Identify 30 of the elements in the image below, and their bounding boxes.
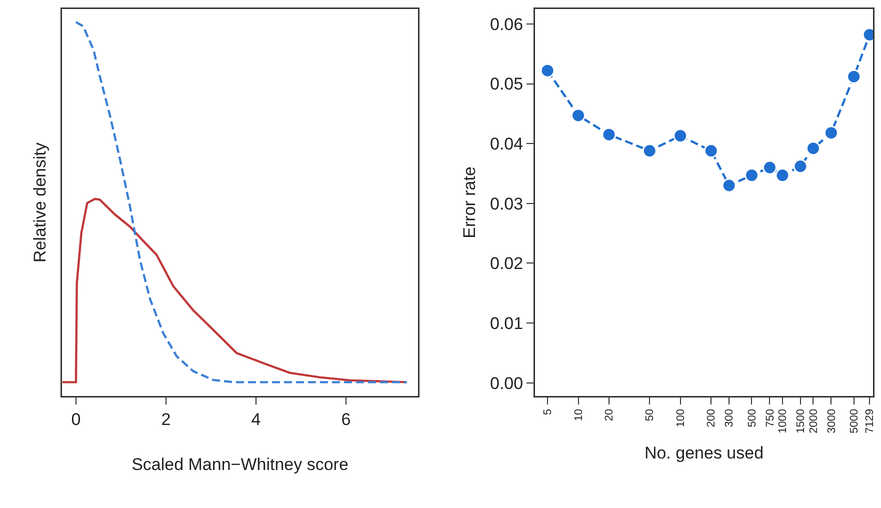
x-tick-label: 500 xyxy=(746,408,758,428)
x-tick-label: 100 xyxy=(674,408,687,428)
x-tick-label: 5 xyxy=(542,408,554,416)
x-tick-label: 7129 xyxy=(864,408,876,434)
y-axis-title: Relative density xyxy=(30,142,50,263)
y-tick-label: 0.00 xyxy=(490,374,524,393)
x-tick-label: 50 xyxy=(644,408,656,422)
x-tick-label: 5000 xyxy=(848,408,860,434)
y-tick-label: 0.06 xyxy=(490,14,524,34)
x-tick-label: 1000 xyxy=(777,408,790,434)
x-tick-label: 200 xyxy=(706,408,718,428)
x-tick-label: 10 xyxy=(572,408,585,422)
y-tick-label: 0.04 xyxy=(490,134,524,154)
x-tick-label: 20 xyxy=(604,408,616,422)
x-tick-label: 300 xyxy=(724,408,736,428)
x-tick-label: 750 xyxy=(764,408,776,428)
x-tick-label: 2 xyxy=(161,410,171,429)
x-axis-title: No. genes used xyxy=(644,444,764,463)
y-tick-label: 0.01 xyxy=(490,314,524,333)
x-axis-title: Scaled Mann−Whitney score xyxy=(132,455,348,474)
x-tick-label: 4 xyxy=(251,410,261,429)
x-tick-label: 6 xyxy=(341,410,351,429)
x-tick-label: 1500 xyxy=(795,408,808,434)
y-tick-label: 0.05 xyxy=(490,74,524,94)
x-tick-label: 2000 xyxy=(808,408,820,434)
x-tick-label: 0 xyxy=(71,410,81,429)
y-tick-label: 0.03 xyxy=(490,194,524,214)
y-tick-label: 0.02 xyxy=(490,254,524,274)
x-tick-label: 3000 xyxy=(826,408,838,434)
y-axis-title: Error rate xyxy=(460,166,479,238)
